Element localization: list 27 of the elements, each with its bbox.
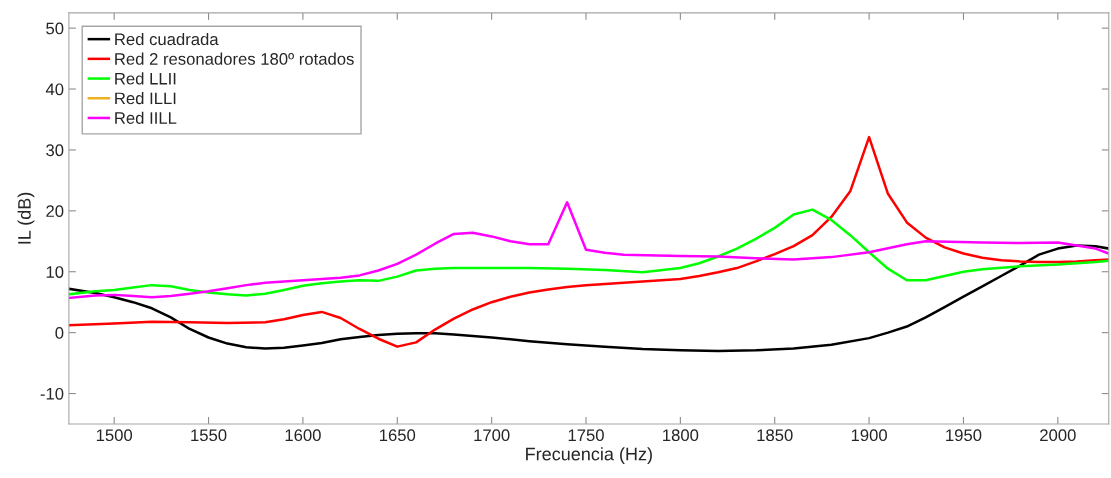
- x-tick-label: 1500: [96, 429, 133, 442]
- x-tick-label: 1900: [851, 429, 887, 442]
- y-tick-label: 20: [46, 205, 64, 218]
- x-tick-label: 1800: [663, 429, 699, 442]
- y-tick-label: 50: [46, 22, 64, 35]
- x-tick-label: 1600: [285, 429, 321, 442]
- legend-label: Red 2 resonadores 180º rotados: [115, 52, 354, 65]
- y-tick-label: 10: [46, 266, 64, 278]
- y-tick-label: 0: [55, 327, 64, 339]
- x-tick-label: 1750: [568, 429, 604, 442]
- legend-label: Red LLII: [115, 72, 176, 85]
- x-tick-label: 1550: [191, 429, 227, 442]
- x-tick-label: 1950: [946, 429, 982, 442]
- line-series: [68, 135, 1109, 348]
- legend-label: Red cuadrada: [115, 32, 219, 46]
- y-tick-label: -10: [40, 387, 64, 400]
- y-tick-label: 30: [46, 144, 64, 157]
- line-series: [68, 244, 1109, 353]
- x-tick-label: 1650: [380, 429, 416, 442]
- y-axis-title: IL (dB): [17, 192, 35, 244]
- legend-label: Red ILLI: [115, 92, 176, 105]
- x-tick-label: 1850: [757, 429, 793, 442]
- x-tick-label: 2000: [1040, 429, 1076, 442]
- legend-label: Red IILL: [115, 111, 177, 124]
- x-axis-title: Frecuencia (Hz): [526, 447, 652, 464]
- y-tick-label: 40: [45, 83, 64, 96]
- x-tick-label: 1700: [474, 429, 510, 442]
